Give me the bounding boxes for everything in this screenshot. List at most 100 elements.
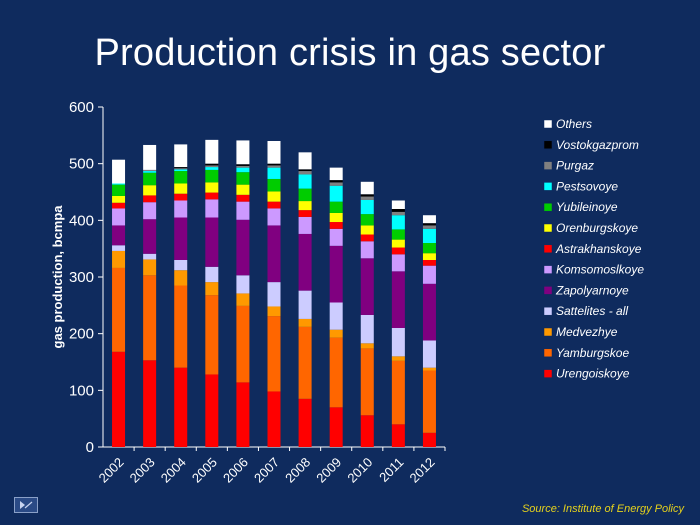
bar-segment-astrakhanskoye-2002 [112, 202, 126, 209]
x-tick-label: 2004 [158, 455, 189, 486]
bar-stack-2008 [298, 152, 312, 447]
bar-segment-pestsovoye-2002 [112, 183, 126, 185]
x-tick-label: 2008 [282, 455, 313, 486]
bar-segment-others-2002 [112, 159, 126, 184]
bar-segment-orenburgskoye-2006 [236, 184, 250, 195]
bar-segment-pestsovoye-2006 [236, 167, 250, 173]
legend-label: Vostokgazprom [556, 138, 639, 152]
y-tick-label: 300 [69, 269, 94, 286]
bar-segment-sattelites-all-2002 [112, 245, 126, 251]
legend-swatch [543, 306, 553, 316]
bar-segment-komsomoslkoye-2002 [112, 208, 126, 226]
bar-segment-astrakhanskoye-2005 [205, 192, 219, 200]
bar-segment-komsomoslkoye-2009 [329, 228, 343, 246]
bar-segment-zapolyarnoye-2007 [267, 225, 281, 283]
bar-segment-others-2007 [267, 141, 281, 164]
bar-segment-komsomoslkoye-2012 [422, 265, 436, 284]
bar-segment-orenburgskoye-2011 [391, 239, 405, 248]
bar-stack-2009 [329, 167, 343, 447]
legend-item: Yubileinoye [543, 200, 618, 214]
x-tick-label: 2002 [96, 455, 127, 486]
bar-segment-urengoiskoye-2003 [143, 360, 157, 447]
x-tick-label: 2012 [407, 455, 438, 486]
bar-segment-vostokgazprom-2012 [422, 223, 436, 226]
bar-segment-purgaz-2004 [174, 168, 188, 170]
legend-swatch [543, 182, 553, 191]
legend-item: Others [543, 117, 592, 131]
bar-segment-medvezhye-2006 [236, 293, 250, 306]
x-tick-labels: 2002 2003 2004 2005 2006 2007 2008 2009 2010 2011… [96, 455, 438, 486]
bar-segment-zapolyarnoye-2012 [422, 283, 436, 341]
bar-segment-others-2011 [391, 200, 405, 209]
x-tick-label: 2007 [251, 455, 282, 486]
legend-item: Vostokgazprom [543, 138, 639, 152]
y-tick-label: 200 [69, 326, 94, 343]
bar-segment-medvezhye-2009 [329, 329, 343, 338]
bar-segment-astrakhanskoye-2006 [236, 194, 250, 202]
bar-segment-astrakhanskoye-2007 [267, 201, 281, 209]
bar-segment-zapolyarnoye-2004 [174, 217, 188, 260]
bar-segment-sattelites-all-2004 [174, 260, 188, 271]
bar-segment-komsomoslkoye-2005 [205, 199, 219, 218]
legend: Others Vostokgazprom Purgaz Pestsovoye Yubil… [543, 117, 644, 381]
bar-segment-yubileinoye-2006 [236, 172, 250, 185]
y-axis-label: gas production, bcmpa [50, 205, 65, 349]
bar-segment-yamburgskoe-2009 [329, 337, 343, 408]
bar-segment-sattelites-all-2005 [205, 266, 219, 283]
bar-segment-pestsovoye-2004 [174, 169, 188, 172]
bar-stack-2005 [205, 139, 219, 447]
legend-item: Yamburgskoe [543, 346, 629, 360]
bar-segment-pestsovoye-2003 [143, 171, 157, 173]
bar-segment-yubileinoye-2011 [391, 229, 405, 240]
bar-segment-yubileinoye-2009 [329, 201, 343, 213]
bar-segment-urengoiskoye-2010 [360, 415, 374, 447]
chart-bars [112, 139, 436, 447]
bar-segment-yamburgskoe-2011 [391, 360, 405, 425]
bar-segment-vostokgazprom-2010 [360, 194, 374, 197]
bar-segment-vostokgazprom-2011 [391, 209, 405, 212]
bar-segment-yamburgskoe-2008 [298, 326, 312, 399]
bar-segment-medvezhye-2002 [112, 250, 126, 268]
legend-item: Urengoiskoye [543, 367, 630, 381]
slide-navigation-button[interactable] [14, 497, 38, 513]
bar-segment-astrakhanskoye-2011 [391, 247, 405, 255]
legend-label: Sattelites - all [556, 304, 628, 318]
bar-segment-vostokgazprom-2009 [329, 180, 343, 183]
bar-stack-2007 [267, 141, 281, 447]
legend-item: Sattelites - all [543, 304, 628, 318]
bar-segment-medvezhye-2004 [174, 270, 188, 286]
bar-segment-zapolyarnoye-2008 [298, 233, 312, 291]
legend-item: Orenburgskoye [543, 221, 638, 235]
x-tick-label: 2003 [127, 455, 158, 486]
bar-segment-sattelites-all-2011 [391, 328, 405, 357]
y-tick-label: 100 [69, 382, 94, 399]
bar-segment-pestsovoye-2010 [360, 199, 374, 215]
legend-label: Komsomoslkoye [556, 263, 644, 277]
bar-segment-medvezhye-2008 [298, 318, 312, 327]
legend-item: Medvezhye [543, 325, 618, 339]
bar-segment-urengoiskoye-2006 [236, 382, 250, 447]
bar-segment-purgaz-2012 [422, 225, 436, 229]
x-tick-label: 2011 [376, 455, 406, 485]
bar-segment-orenburgskoye-2012 [422, 253, 436, 260]
legend-item: Purgaz [543, 159, 594, 173]
bar-segment-others-2005 [205, 139, 219, 164]
bar-segment-komsomoslkoye-2008 [298, 216, 312, 234]
bar-segment-pestsovoye-2012 [422, 228, 436, 243]
bar-segment-pestsovoye-2009 [329, 185, 343, 202]
legend-label: Purgaz [556, 159, 594, 173]
bar-segment-zapolyarnoye-2006 [236, 219, 250, 276]
bar-segment-zapolyarnoye-2009 [329, 245, 343, 303]
bar-segment-yamburgskoe-2003 [143, 275, 157, 361]
bar-segment-sattelites-all-2008 [298, 290, 312, 319]
bar-segment-purgaz-2005 [205, 165, 219, 168]
legend-swatch [543, 286, 553, 295]
bar-segment-others-2008 [298, 152, 312, 170]
bar-segment-orenburgskoye-2004 [174, 183, 188, 194]
bar-segment-yubileinoye-2002 [112, 184, 126, 196]
bar-segment-urengoiskoye-2002 [112, 351, 126, 447]
bar-segment-zapolyarnoye-2003 [143, 219, 157, 254]
legend-swatch [543, 161, 553, 170]
bar-segment-purgaz-2010 [360, 196, 374, 200]
